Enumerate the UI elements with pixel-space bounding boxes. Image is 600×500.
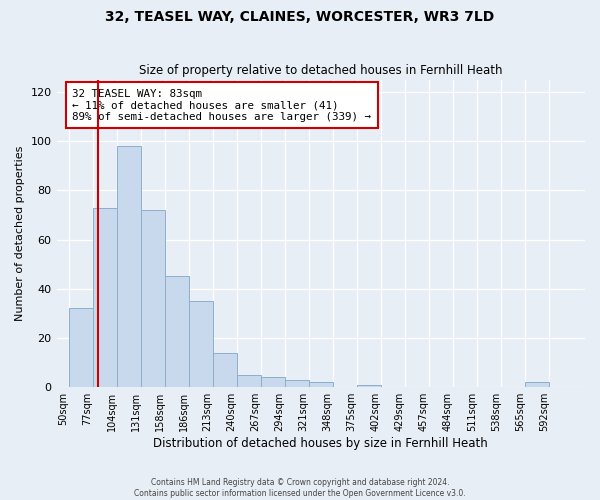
X-axis label: Distribution of detached houses by size in Fernhill Heath: Distribution of detached houses by size … [154, 437, 488, 450]
Bar [525, 382, 549, 387]
Bar [285, 380, 309, 387]
Text: Contains HM Land Registry data © Crown copyright and database right 2024.
Contai: Contains HM Land Registry data © Crown c… [134, 478, 466, 498]
Bar [164, 276, 188, 387]
Bar [116, 146, 140, 387]
Bar [212, 353, 236, 387]
Bar [236, 375, 261, 387]
Bar [140, 210, 164, 387]
Title: Size of property relative to detached houses in Fernhill Heath: Size of property relative to detached ho… [139, 64, 503, 77]
Text: 32 TEASEL WAY: 83sqm
← 11% of detached houses are smaller (41)
89% of semi-detac: 32 TEASEL WAY: 83sqm ← 11% of detached h… [73, 89, 371, 122]
Bar [188, 301, 212, 387]
Y-axis label: Number of detached properties: Number of detached properties [15, 146, 25, 321]
Text: 32, TEASEL WAY, CLAINES, WORCESTER, WR3 7LD: 32, TEASEL WAY, CLAINES, WORCESTER, WR3 … [106, 10, 494, 24]
Bar [261, 378, 285, 387]
Bar [357, 384, 381, 387]
Bar [68, 308, 92, 387]
Bar [309, 382, 333, 387]
Bar [92, 208, 116, 387]
